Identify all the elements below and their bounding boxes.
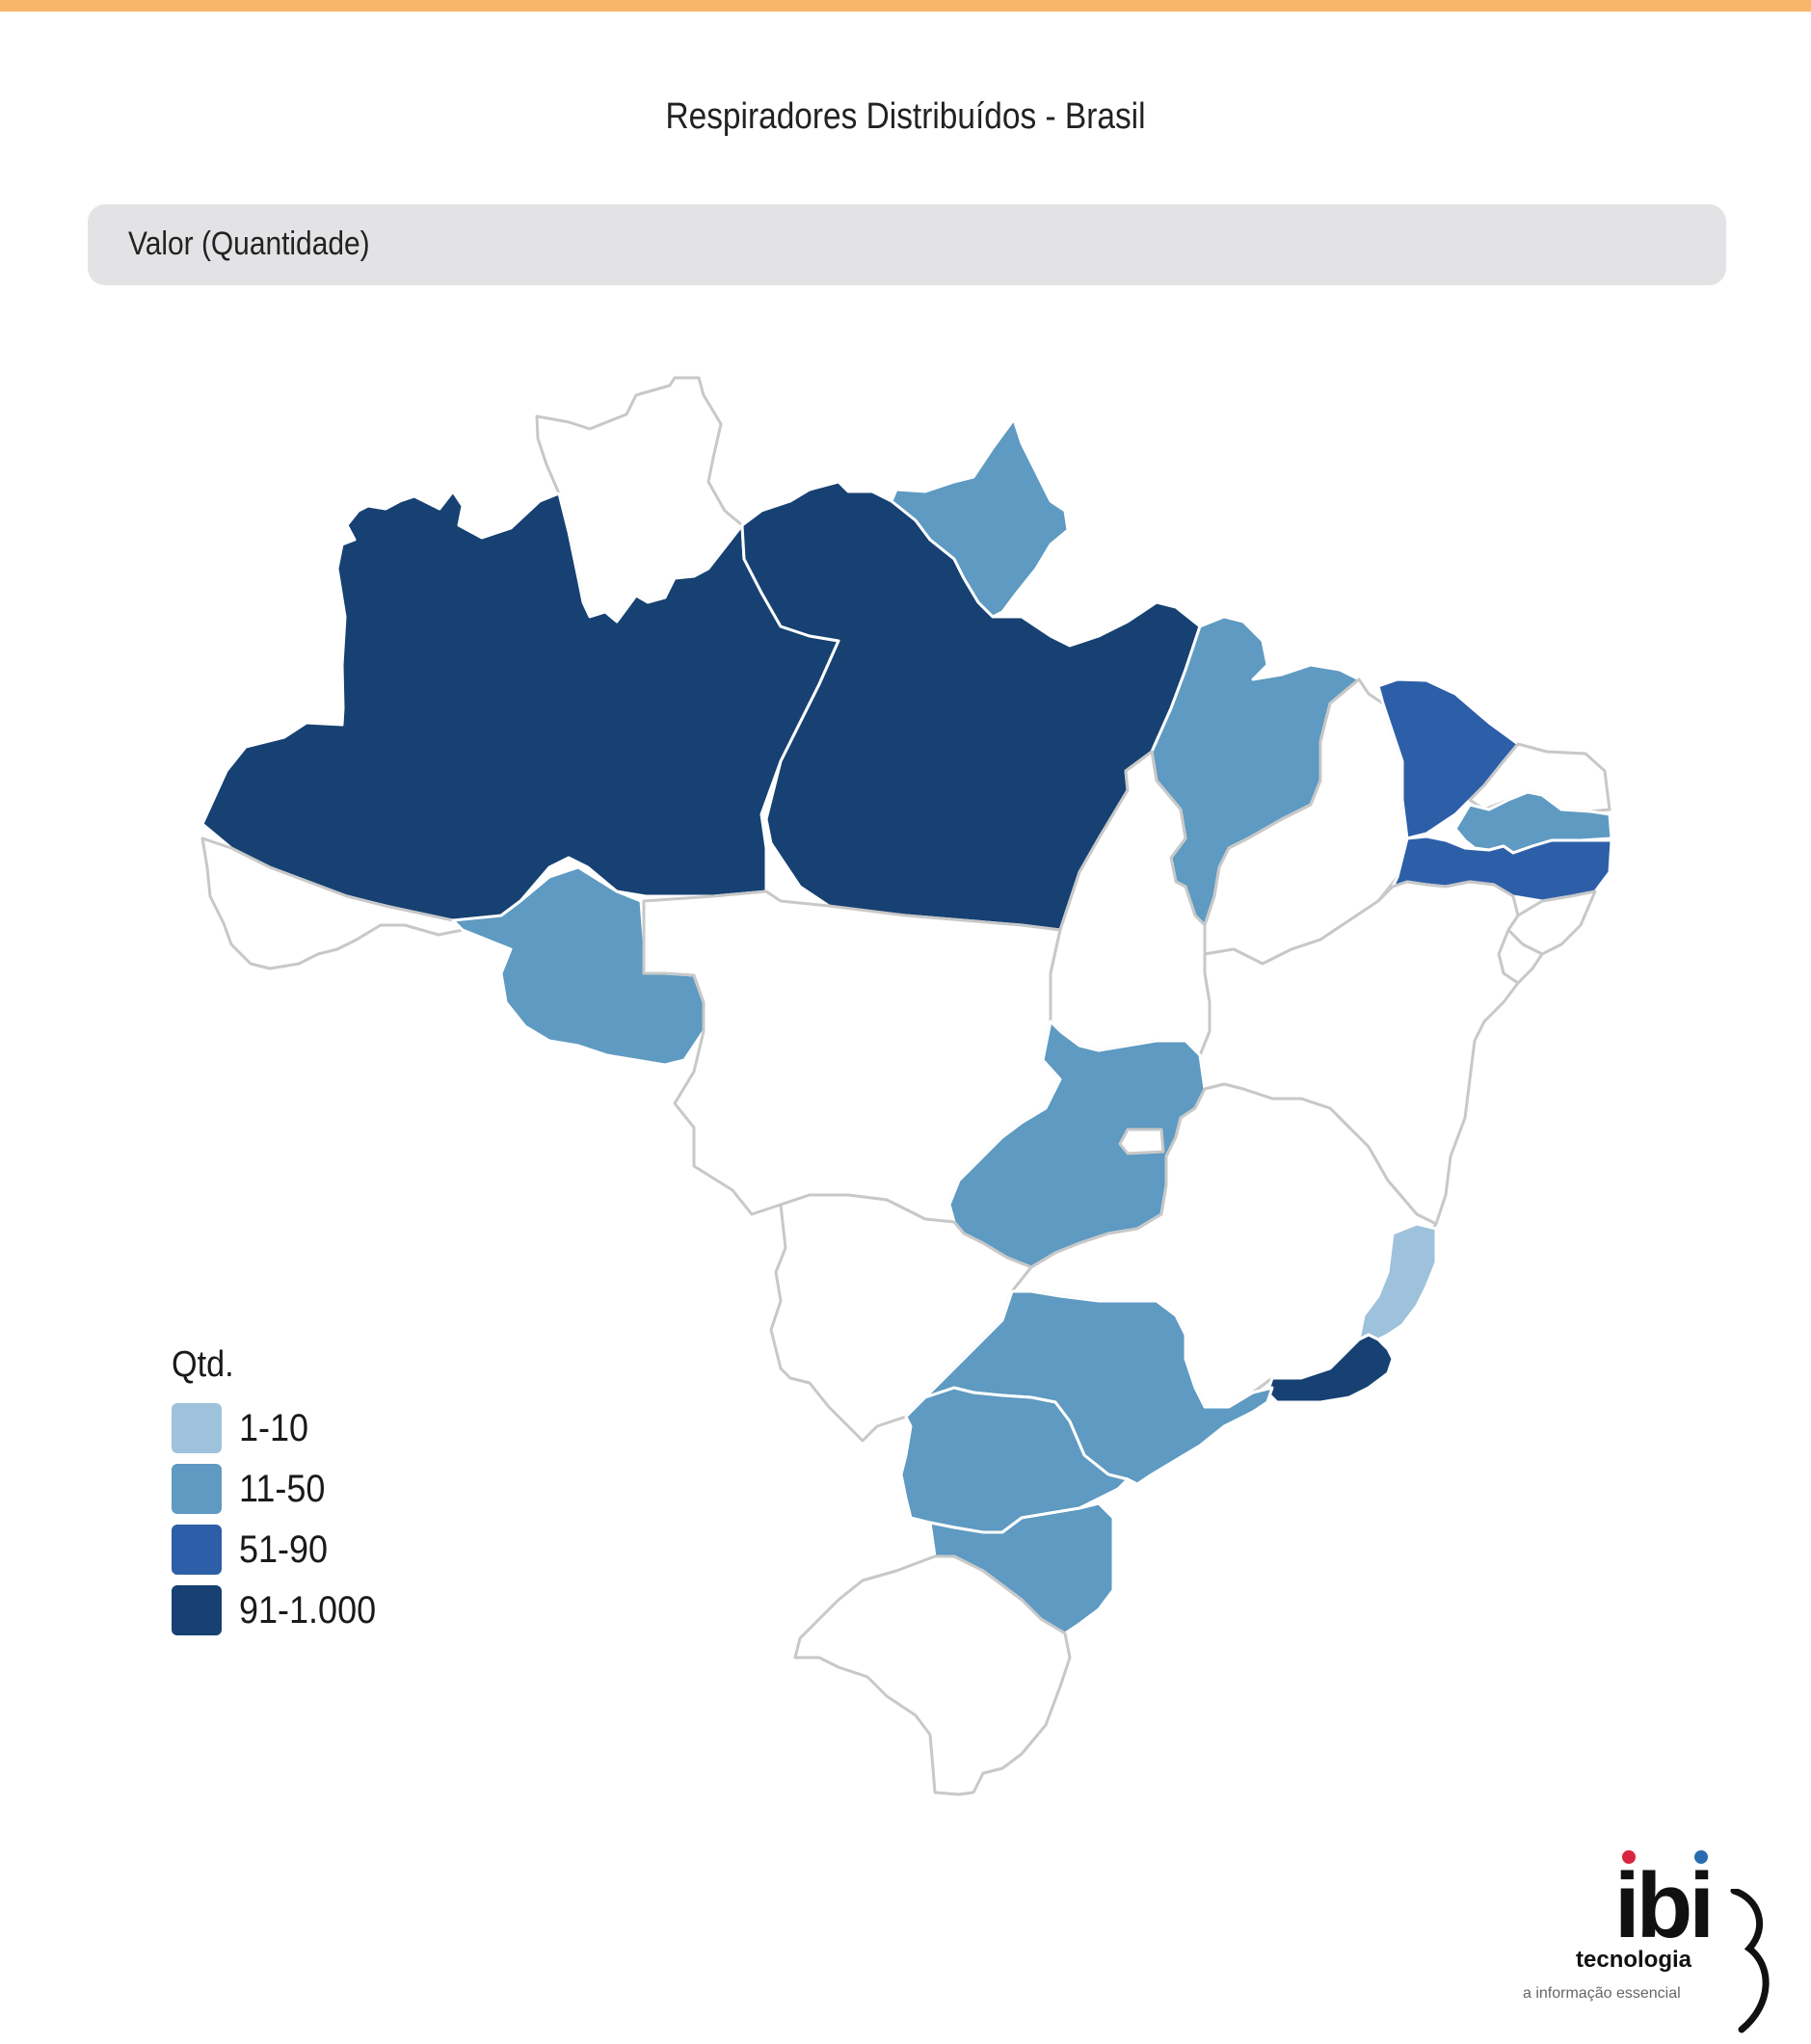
state-CE[interactable] [1376, 677, 1520, 840]
legend-swatch [172, 1525, 222, 1575]
accent-top-bar [0, 0, 1811, 12]
legend-label: 1-10 [239, 1406, 309, 1449]
logo-hook-icon [1730, 1889, 1770, 2033]
state-AP[interactable] [890, 417, 1070, 619]
state-AM[interactable] [200, 490, 840, 927]
logo-tagline: a informação essencial [1523, 1985, 1681, 2002]
legend-swatch [172, 1585, 222, 1635]
logo-name: tecnologia [1576, 1947, 1692, 1973]
state-ES[interactable] [1357, 1222, 1438, 1341]
legend-swatch [172, 1403, 222, 1453]
logo-dot-red [1622, 1850, 1636, 1864]
legend-label: 11-50 [239, 1467, 326, 1510]
map-legend: Qtd. 1-10 11-50 51-90 91-1.000 [172, 1344, 391, 1646]
company-logo: ibi tecnologia a informação essencial [1523, 1850, 1773, 2033]
legend-item: 91-1.000 [172, 1585, 391, 1635]
state-RS[interactable] [793, 1554, 1072, 1796]
map-title: Respiradores Distribuídos - Brasil [665, 96, 1146, 137]
legend-item: 11-50 [172, 1464, 391, 1514]
legend-swatch [172, 1464, 222, 1514]
legend-item: 1-10 [172, 1403, 391, 1453]
legend-title: Qtd. [172, 1344, 234, 1385]
legend-label: 51-90 [239, 1527, 329, 1571]
metric-label: Valor (Quantidade) [128, 226, 370, 262]
state-AC[interactable] [200, 836, 465, 970]
legend-item: 51-90 [172, 1525, 391, 1575]
logo-mark: ibi [1614, 1854, 1715, 1957]
state-RJ[interactable] [1265, 1333, 1395, 1404]
metric-selector[interactable]: Valor (Quantidade) [88, 204, 1726, 285]
logo-dot-blue [1694, 1850, 1708, 1864]
legend-label: 91-1.000 [239, 1588, 377, 1632]
state-DF[interactable] [1118, 1128, 1165, 1155]
